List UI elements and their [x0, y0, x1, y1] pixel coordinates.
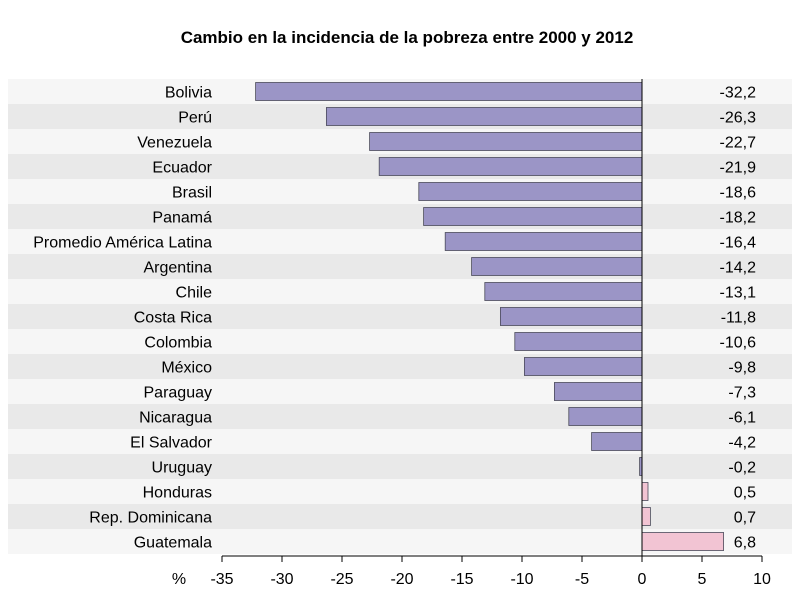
row-bands: [8, 79, 792, 554]
bar: [641, 507, 651, 526]
category-label: Colombia: [144, 335, 212, 352]
bar: [514, 332, 643, 351]
category-label: Promedio América Latina: [33, 235, 212, 252]
category-label: Honduras: [143, 485, 212, 502]
x-tick-label: -20: [390, 571, 413, 588]
value-label: -10,6: [720, 335, 757, 352]
value-label: -16,4: [720, 235, 757, 252]
bar: [418, 182, 643, 201]
chart-title: Cambio en la incidencia de la pobreza en…: [181, 28, 634, 47]
category-label: Brasil: [172, 185, 212, 202]
value-label: 6,8: [734, 535, 756, 552]
value-label: -7,3: [728, 385, 756, 402]
category-label: Argentina: [144, 260, 213, 277]
value-label: -18,6: [720, 185, 757, 202]
x-axis-unit-label: %: [172, 571, 186, 588]
category-label: Guatemala: [134, 535, 212, 552]
category-label: Uruguay: [152, 460, 212, 477]
value-label: -4,2: [728, 435, 756, 452]
category-labels: Bolivia Perú Venezuela Ecuador Brasil Panamá P…: [33, 85, 212, 552]
bar: [471, 257, 643, 276]
category-label: Paraguay: [144, 385, 213, 402]
row-band: [8, 279, 792, 304]
x-tick-label: -10: [510, 571, 533, 588]
bar: [641, 482, 649, 501]
value-label: -9,8: [728, 360, 756, 377]
bar: [484, 282, 643, 301]
bar: [591, 432, 643, 451]
value-label: -26,3: [720, 110, 757, 127]
category-label: Costa Rica: [134, 310, 212, 327]
bar: [423, 207, 643, 226]
value-label: -6,1: [728, 410, 756, 427]
value-label: -32,2: [720, 85, 757, 102]
bars: [255, 82, 724, 551]
value-label: -13,1: [720, 285, 757, 302]
value-labels: -32,2 -26,3 -22,7 -21,9 -18,6 -18,2 -16,4 -14,2…: [720, 85, 757, 552]
x-tick-label: 0: [638, 571, 647, 588]
row-band: [8, 254, 792, 279]
category-label: Venezuela: [137, 135, 212, 152]
category-label: Panamá: [152, 210, 212, 227]
row-band: [8, 479, 792, 504]
x-tick-label: -5: [575, 571, 589, 588]
bar: [568, 407, 643, 426]
value-label: -22,7: [720, 135, 757, 152]
category-label: Perú: [178, 110, 212, 127]
value-label: 0,5: [734, 485, 756, 502]
value-label: -14,2: [720, 260, 757, 277]
value-label: -11,8: [721, 310, 756, 327]
bar: [378, 157, 643, 176]
x-tick-label: 10: [753, 571, 771, 588]
row-band: [8, 404, 792, 429]
row-band: [8, 354, 792, 379]
category-label: Bolivia: [165, 85, 212, 102]
bar: [524, 357, 643, 376]
row-band: [8, 429, 792, 454]
category-label: México: [161, 360, 212, 377]
x-tick-label: -25: [330, 571, 353, 588]
bar: [499, 307, 643, 326]
x-ticks: -35 -30 -25 -20 -15 -10 -5 0 5 10: [210, 556, 771, 588]
bar: [325, 107, 643, 126]
bar: [554, 382, 643, 401]
row-band: [8, 454, 792, 479]
row-band: [8, 204, 792, 229]
row-band: [8, 504, 792, 529]
category-label: Rep. Dominicana: [89, 510, 212, 527]
row-band: [8, 304, 792, 329]
row-band: [8, 229, 792, 254]
bar: [444, 232, 643, 251]
row-band: [8, 179, 792, 204]
x-tick-label: -35: [210, 571, 233, 588]
row-band: [8, 379, 792, 404]
category-label: Ecuador: [152, 160, 212, 177]
row-band: [8, 329, 792, 354]
x-tick-label: -30: [270, 571, 293, 588]
category-label: Nicaragua: [139, 410, 212, 427]
value-label: 0,7: [734, 510, 756, 527]
bar: [641, 532, 724, 551]
value-label: -18,2: [720, 210, 757, 227]
category-label: Chile: [176, 285, 213, 302]
bar: [255, 82, 643, 101]
x-tick-label: 5: [698, 571, 707, 588]
x-tick-label: -15: [450, 571, 473, 588]
category-label: El Salvador: [130, 435, 212, 452]
value-label: -21,9: [720, 160, 757, 177]
value-label: -0,2: [728, 460, 756, 477]
bar: [369, 132, 643, 151]
